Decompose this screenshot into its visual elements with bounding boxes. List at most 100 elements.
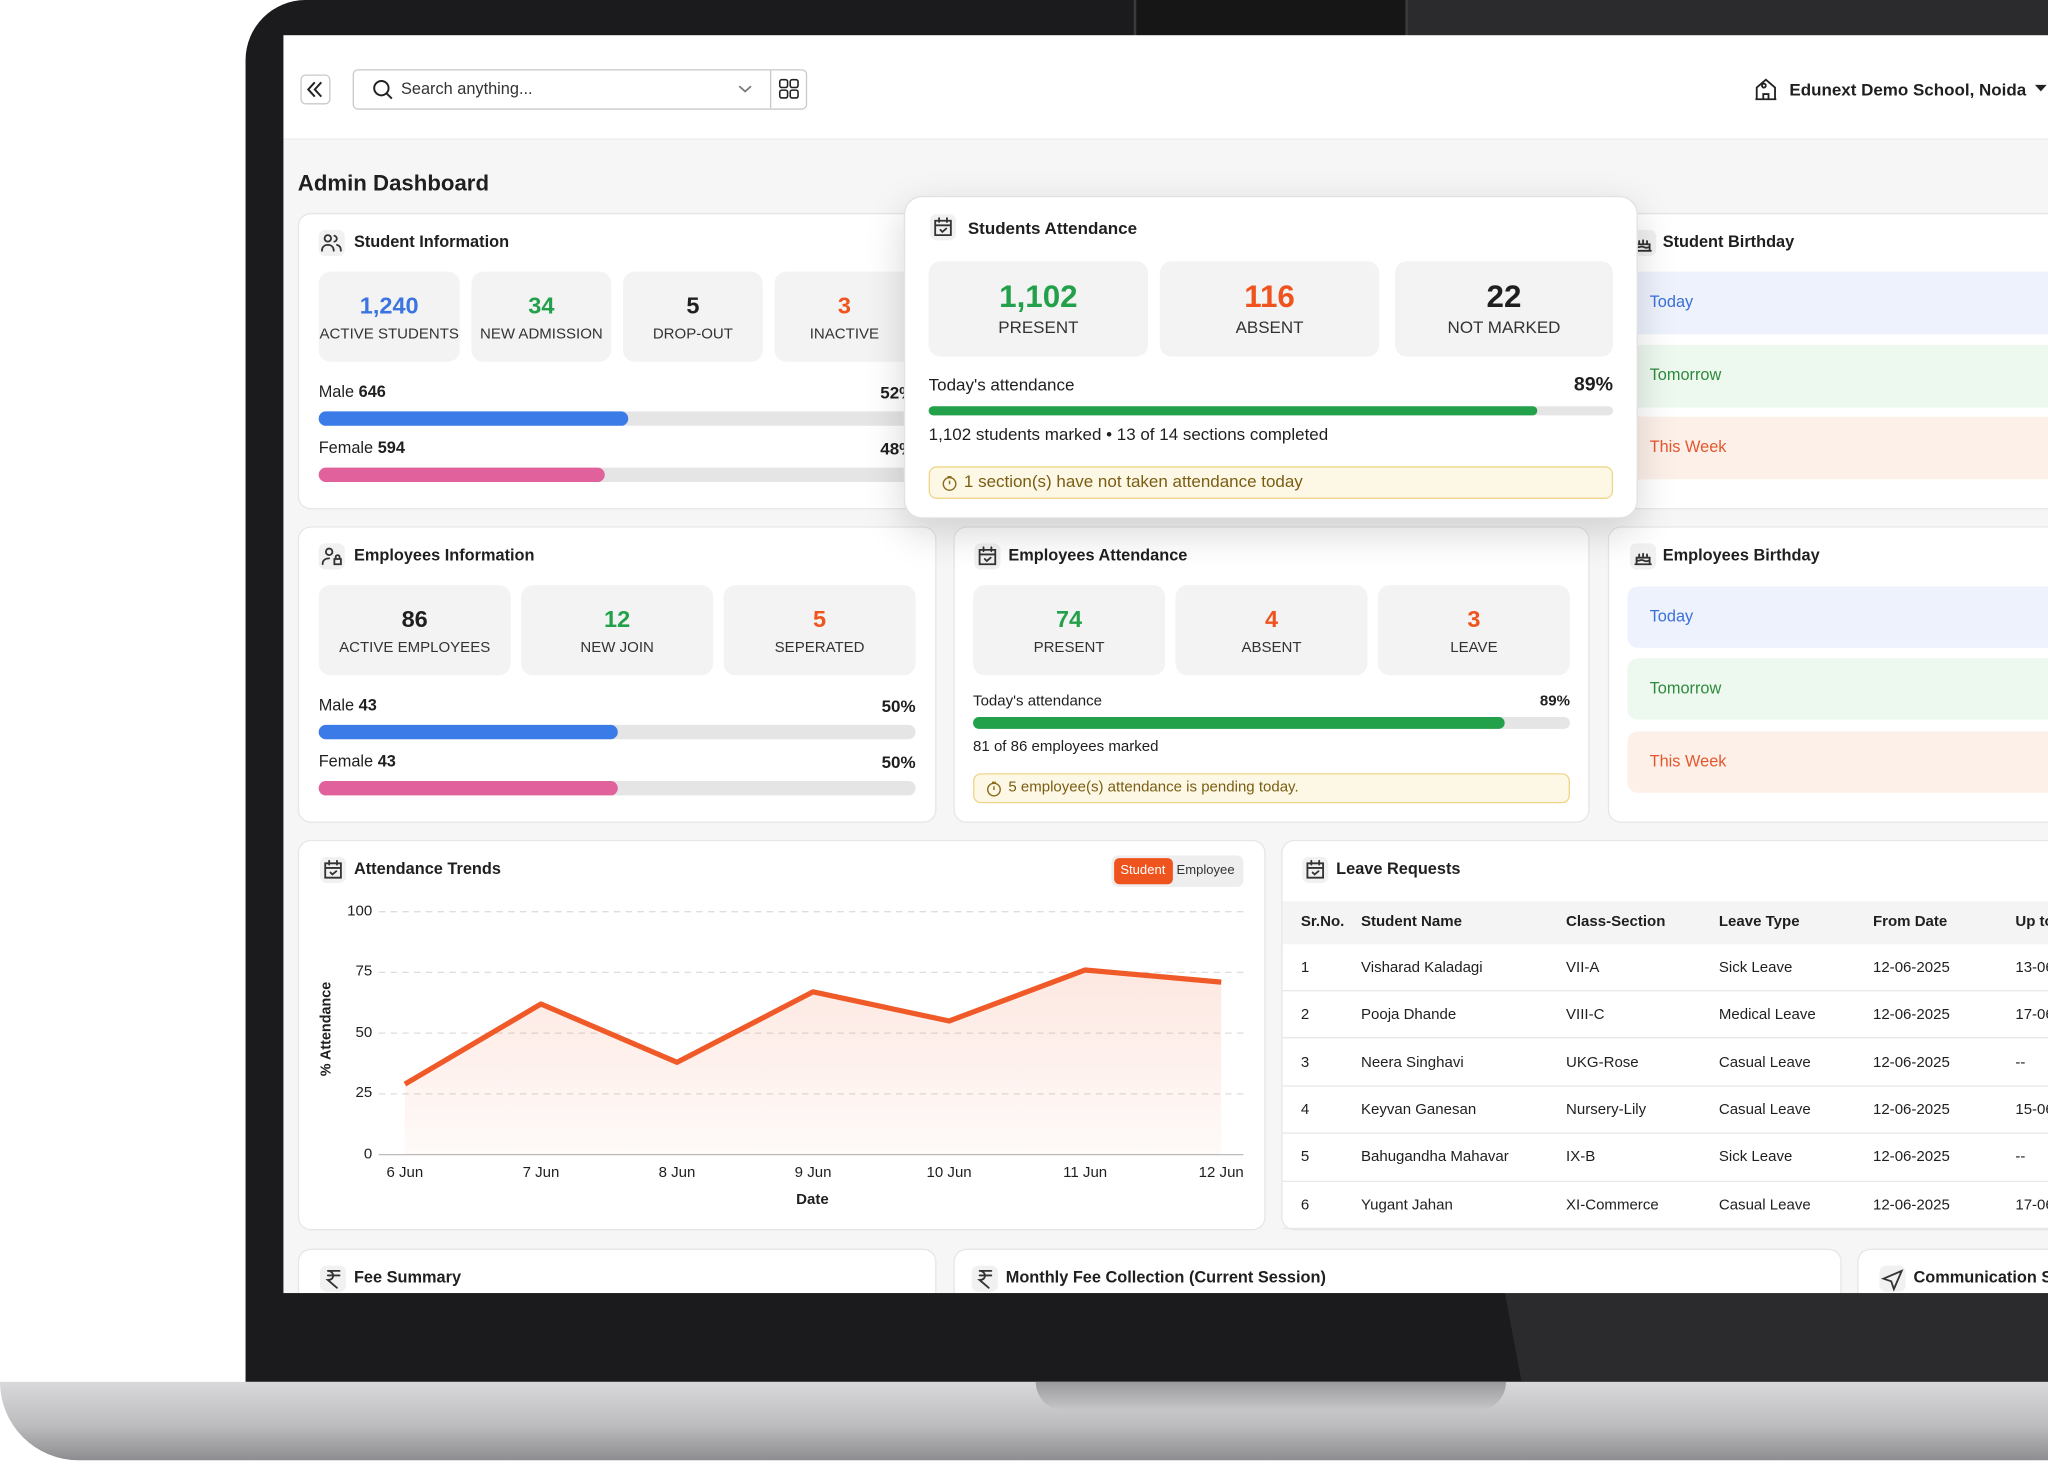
stat-box	[318, 585, 511, 676]
progress-fill	[973, 717, 1505, 729]
stat-value: 3	[837, 292, 851, 319]
birthday-row	[1627, 271, 2048, 335]
school-caret[interactable]	[2034, 84, 2048, 94]
x-tick-label: 10 Jun	[926, 1164, 972, 1181]
stat-box	[471, 271, 612, 362]
table-cell: Visharad Kaladagi	[1360, 959, 1483, 976]
stat-value: 1,240	[359, 292, 419, 319]
stat-label: SEPERATED	[774, 639, 865, 656]
today-percent: 89%	[1539, 693, 1570, 710]
y-tick-label: 25	[355, 1085, 373, 1102]
table-cell: 17-06-2025	[2015, 1007, 2048, 1024]
table-cell: 15-06-2025	[2015, 1102, 2048, 1119]
gender-percent: 50%	[881, 696, 916, 716]
dropdown-chevron	[738, 85, 752, 93]
table-cell: 12-06-2025	[1872, 1149, 1950, 1166]
collapse-glyph	[306, 81, 323, 98]
stat-value: 22	[1486, 279, 1522, 315]
table-cell: Sick Leave	[1718, 1149, 1793, 1166]
row-divider	[1282, 1180, 2048, 1182]
stat-label: PRESENT	[998, 317, 1079, 337]
card-title: Employees Information	[353, 546, 535, 565]
search-box[interactable]	[352, 69, 808, 110]
collapse-button[interactable]	[300, 74, 331, 105]
school-name: Edunext Demo School, Noida	[1789, 79, 2027, 100]
icon-path	[978, 546, 997, 566]
table-cell: VIII-C	[1566, 1007, 1605, 1024]
gender-count: 646	[358, 383, 386, 402]
x-tick-label: 8 Jun	[658, 1164, 696, 1181]
today-percent: 89%	[1573, 373, 1614, 396]
column-header: Leave Type	[1718, 914, 1800, 930]
table-cell: 12-06-2025	[1872, 959, 1950, 976]
laptop-base	[0, 1381, 2048, 1461]
grid-glyph	[778, 89, 789, 99]
birthday-label: Today	[1649, 292, 1694, 312]
school-icon	[1753, 76, 1779, 102]
card-title: Communication Summary	[1913, 1268, 2048, 1287]
stat-box	[1175, 585, 1368, 676]
stat-label: ABSENT	[1235, 317, 1304, 337]
caret	[2034, 84, 2047, 92]
column-header: Up to	[2015, 914, 2048, 930]
card	[1281, 839, 2048, 1231]
timer-hand	[947, 475, 952, 484]
gender-percent: 50%	[881, 752, 916, 772]
table-cell: 6	[1300, 1197, 1310, 1214]
icon-glyph	[1306, 859, 1325, 879]
attendance-summary: 81 of 86 employees marked	[973, 739, 1159, 755]
gender-count: 43	[358, 696, 377, 715]
card-icon	[1630, 543, 1657, 570]
stat-value: 74	[1055, 605, 1083, 632]
school-svg	[1755, 78, 1777, 101]
gender-label: Female 43	[318, 752, 396, 771]
stat-box	[723, 585, 916, 676]
stat-box	[1377, 585, 1570, 676]
table-cell: Sick Leave	[1718, 959, 1793, 976]
toggle-option: Student	[1120, 863, 1166, 878]
table-cell: Casual Leave	[1718, 1102, 1811, 1119]
icon-path	[325, 1269, 341, 1289]
progress-fill	[318, 411, 629, 426]
column-header: Class-Section	[1566, 914, 1666, 930]
search-icons	[373, 70, 799, 109]
icon-glyph	[978, 546, 997, 566]
icon-path	[1634, 552, 1652, 566]
popup-card	[903, 195, 1638, 519]
warning-text: 1 section(s) have not taken attendance t…	[963, 472, 1303, 492]
card-title: Students Attendance	[967, 218, 1138, 238]
table-cell: 3	[1300, 1054, 1310, 1071]
icon-path	[934, 217, 952, 237]
warning-text: 5 employee(s) attendance is pending toda…	[1008, 780, 1299, 796]
school-glyph	[1755, 78, 1777, 101]
table-cell: Medical Leave	[1718, 1007, 1816, 1024]
stat-value: 1,102	[999, 279, 1078, 315]
row-divider	[1282, 1132, 2048, 1134]
icon-glyph	[321, 547, 342, 566]
stat-box	[521, 585, 714, 676]
collapse-icon	[306, 81, 323, 98]
magnifier	[373, 79, 390, 97]
card-icon	[1879, 1265, 1906, 1292]
table-cell: IX-B	[1566, 1149, 1596, 1166]
stat-value: 116	[1244, 279, 1295, 315]
card-title: Student Birthday	[1662, 232, 1795, 252]
table-cell: 12-06-2025	[1872, 1054, 1950, 1071]
attendance-summary: 1,102 students marked • 13 of 14 section…	[928, 424, 1329, 444]
birthday-row	[1627, 731, 2048, 793]
birthday-row	[1627, 416, 2048, 480]
birthday-row	[1627, 586, 2048, 648]
gender-count: 43	[377, 752, 396, 771]
table-cell: Yugant Jahan	[1360, 1197, 1453, 1214]
table-cell: --	[2015, 1054, 2026, 1071]
timer-svg	[942, 475, 957, 491]
toggle-active[interactable]	[1114, 858, 1173, 885]
table-cell: 12-06-2025	[1872, 1007, 1950, 1024]
icon-glyph	[321, 234, 342, 252]
stat-label: NEW JOIN	[580, 639, 654, 656]
y-tick-label: 100	[347, 903, 373, 920]
warning-box	[928, 466, 1614, 499]
icon-path	[1634, 239, 1652, 252]
